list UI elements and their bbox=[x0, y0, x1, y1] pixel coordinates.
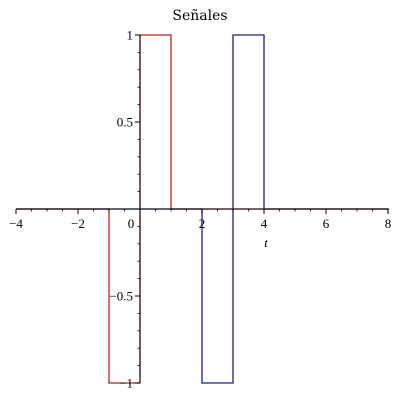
x-tick-label: 8 bbox=[385, 216, 392, 231]
x-tick-label: 4 bbox=[261, 216, 268, 231]
y-tick-label: −0.5 bbox=[109, 289, 133, 304]
x-axis-label: t bbox=[264, 235, 268, 250]
x-tick-label: 2 bbox=[199, 216, 206, 231]
x-tick-label: −2 bbox=[71, 216, 85, 231]
y-tick-label: −1 bbox=[119, 376, 133, 391]
y-tick-label: 0.5 bbox=[117, 115, 133, 130]
axes: −4 −2 0 2 4 6 8 −1 −0.5 0.5 1 bbox=[9, 28, 391, 391]
y-tick-label: 1 bbox=[127, 28, 134, 43]
x-tick-label: 0 bbox=[128, 216, 135, 231]
chart-title: Señales bbox=[172, 8, 227, 24]
x-tick-label: 6 bbox=[323, 216, 330, 231]
x-tick-label: −4 bbox=[9, 216, 23, 231]
